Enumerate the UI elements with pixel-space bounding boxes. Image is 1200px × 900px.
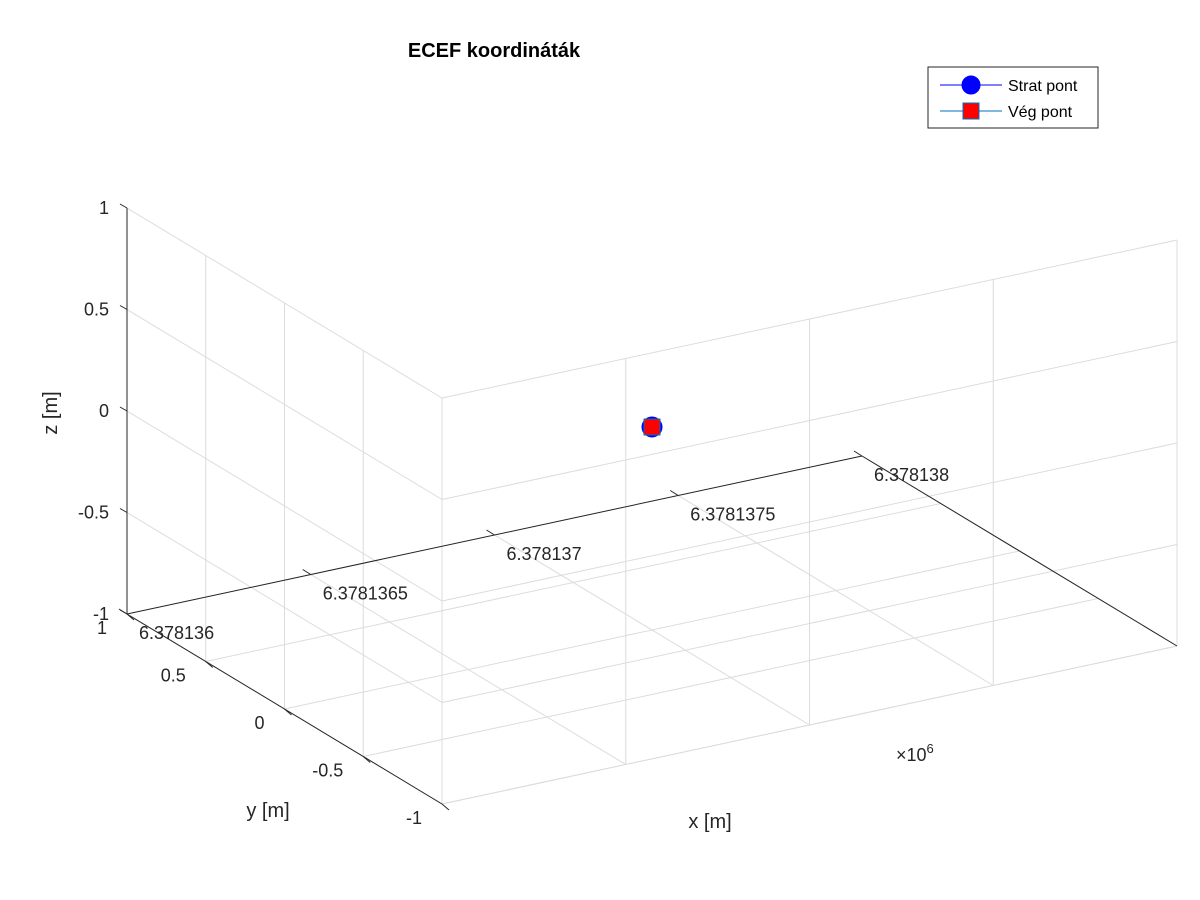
legend-box <box>927 66 1099 129</box>
grid-line-leftwall-z <box>126 309 443 500</box>
data-markers <box>641 416 663 438</box>
legend-entry-start: Strat pont <box>940 75 1078 95</box>
grid-line-floor-x <box>677 495 994 686</box>
x-tick-label: 6.378138 <box>874 465 949 485</box>
x-axis-exponent: ×106 <box>896 741 934 765</box>
y-tick-label: 1 <box>97 618 107 638</box>
z-tick-mark <box>119 609 128 615</box>
z-tick-mark <box>119 305 128 310</box>
z-tick-label: 1 <box>99 198 109 218</box>
grid-line-backwall-z <box>441 442 1178 602</box>
x-tick-mark <box>669 490 679 496</box>
legend-label-start: Strat pont <box>1008 78 1078 95</box>
z-tick-mark <box>119 508 128 513</box>
z-tick-mark <box>119 203 128 209</box>
grid-line-leftwall-z <box>126 410 443 602</box>
axes <box>118 203 1178 811</box>
grid-line-floor-y <box>363 598 1099 757</box>
x-axis-label: x [m] <box>688 811 731 833</box>
x-tick-label: 6.3781365 <box>323 584 408 604</box>
grid-line-backwall-z <box>441 239 1178 399</box>
x-tick-label: 6.378137 <box>507 544 582 564</box>
legend-label-end: Vég pont <box>1008 104 1073 121</box>
y-tick-label: -0.5 <box>312 761 343 781</box>
x-tick-label: 6.378136 <box>139 623 214 643</box>
legend-entry-end: Vég pont <box>940 102 1073 121</box>
y-axis-line <box>861 455 1178 647</box>
grid-line-leftwall-z <box>126 207 443 399</box>
grid-line-backwall-z <box>441 341 1178 500</box>
z-tick-label: -0.5 <box>78 503 109 523</box>
legend-circle-marker <box>961 75 981 95</box>
x-exponent-base: ×10 <box>896 745 927 765</box>
y-tick-label: -1 <box>406 808 422 828</box>
z-tick-mark <box>119 406 128 412</box>
y-tick-label: 0 <box>254 713 264 733</box>
x-tick-mark <box>486 529 495 536</box>
x-tick-mark <box>853 450 863 457</box>
grid-lines <box>126 207 1178 805</box>
z-tick-label: 0.5 <box>84 300 109 320</box>
legend-square-marker <box>962 102 980 120</box>
svg-text:×106: ×106 <box>896 741 934 765</box>
grid-line-floor-y <box>284 550 1020 710</box>
y-tick-label: 0.5 <box>161 666 186 686</box>
chart-title: ECEF koordináták <box>408 40 581 62</box>
z-tick-label: 0 <box>99 401 109 421</box>
y-axis-line-left <box>126 613 443 805</box>
end-point-marker <box>643 418 661 436</box>
legend: Strat pont Vég pont <box>927 66 1099 129</box>
y-axis-label: y [m] <box>246 800 289 822</box>
z-axis-label: z [m] <box>40 391 62 434</box>
x-tick-mark <box>302 569 312 575</box>
tick-labels: 6.378136 6.3781365 6.378137 6.3781375 6.3781… <box>78 198 949 828</box>
x-exponent-power: 6 <box>927 741 934 756</box>
x-tick-label: 6.3781375 <box>690 505 775 525</box>
z-tick-label: -1 <box>93 604 109 624</box>
y-tick-mark <box>441 803 450 811</box>
